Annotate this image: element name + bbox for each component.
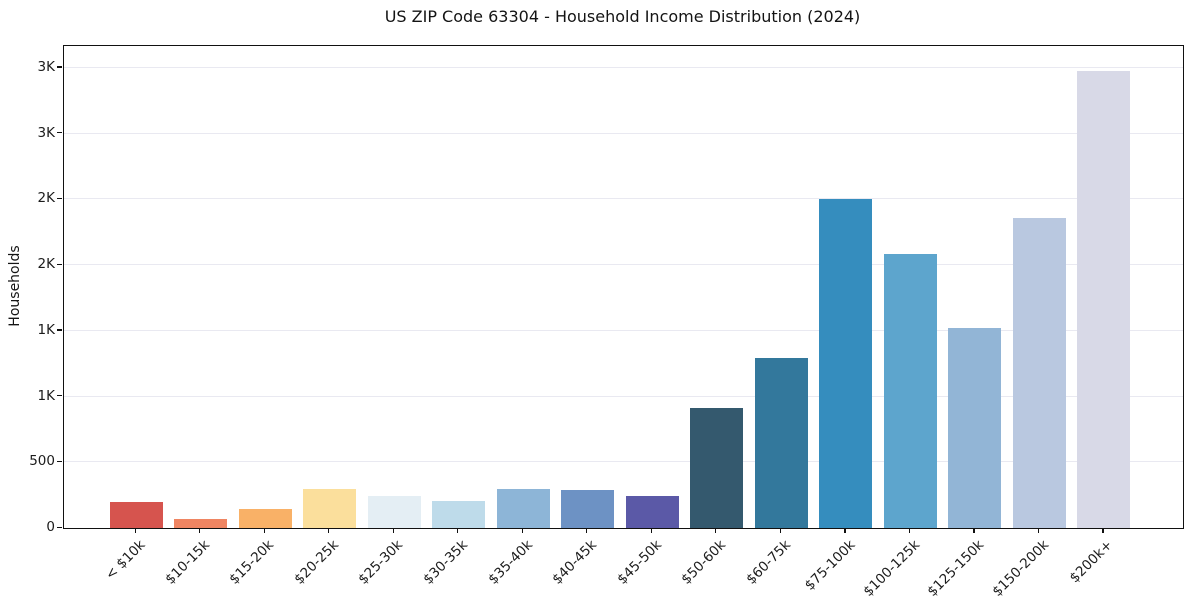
x-tick-label: $125-150k xyxy=(924,537,988,600)
x-tick-mark xyxy=(392,528,394,533)
y-tick-mark xyxy=(57,197,62,200)
y-tick-mark xyxy=(57,395,62,397)
bar-$20-25k xyxy=(303,489,357,528)
y-tick-mark xyxy=(57,132,62,134)
bar-$35-40k xyxy=(496,488,550,528)
y-tick-mark xyxy=(57,66,62,68)
x-tick-label: $40-45k xyxy=(549,537,601,588)
x-tick-mark xyxy=(715,528,717,533)
x-tick-label: $35-40k xyxy=(484,537,536,588)
x-tick-label: $150-200k xyxy=(988,537,1052,600)
gridline xyxy=(64,461,1183,463)
y-tick-label: 2K xyxy=(37,256,55,273)
bar-$200k+ xyxy=(1077,71,1131,528)
x-tick-mark xyxy=(1102,528,1104,533)
y-tick-label: 0 xyxy=(46,519,55,535)
bar-$40-45k xyxy=(561,489,615,528)
bar-$50-60k xyxy=(690,407,744,528)
x-tick-mark xyxy=(328,528,330,533)
x-tick-label: $20-25k xyxy=(291,537,342,588)
x-tick-mark xyxy=(844,528,846,533)
x-tick-mark xyxy=(263,528,265,533)
x-tick-label: $100-125k xyxy=(859,537,923,600)
y-tick-mark xyxy=(57,263,62,265)
x-tick-label: $30-35k xyxy=(420,537,471,588)
bar-$25-30k xyxy=(367,495,421,528)
y-tick-mark xyxy=(57,329,62,331)
y-tick-label: 3K xyxy=(37,58,55,75)
gridline xyxy=(64,198,1183,200)
x-tick-label: $200k+ xyxy=(1067,537,1117,587)
x-tick-mark xyxy=(457,528,459,533)
x-tick-mark xyxy=(521,528,523,533)
bar-$150-200k xyxy=(1012,218,1066,528)
chart-title: US ZIP Code 63304 - Household Income Dis… xyxy=(384,7,861,26)
plot-area xyxy=(63,45,1184,529)
y-tick-mark xyxy=(57,526,62,528)
y-tick-label: 2K xyxy=(37,190,55,207)
x-tick-label: $25-30k xyxy=(355,537,407,588)
gridline xyxy=(64,132,1183,134)
y-tick-label: 3K xyxy=(37,124,55,141)
x-tick-mark xyxy=(779,528,781,533)
x-tick-mark xyxy=(199,528,201,533)
y-tick-mark xyxy=(57,460,62,462)
x-tick-mark xyxy=(908,528,911,533)
x-tick-mark xyxy=(586,528,588,533)
x-tick-label: $50-60k xyxy=(678,537,730,588)
x-tick-label: < $10k xyxy=(102,537,149,584)
x-tick-mark xyxy=(1037,528,1040,533)
x-tick-label: $45-50k xyxy=(613,537,665,588)
bar-< $10k xyxy=(109,501,163,528)
bar-$75-100k xyxy=(819,198,873,528)
bar-$100-125k xyxy=(883,253,937,528)
gridline xyxy=(64,264,1183,266)
bar-$30-35k xyxy=(432,501,486,528)
x-tick-label: $10-15k xyxy=(162,537,213,588)
x-tick-label: $60-75k xyxy=(742,537,794,588)
bar-$10-15k xyxy=(174,518,228,528)
x-tick-label: $75-100k xyxy=(801,537,859,594)
y-tick-label: 500 xyxy=(29,453,55,470)
gridline xyxy=(64,66,1183,68)
bar-$60-75k xyxy=(754,358,808,528)
gridline xyxy=(64,395,1183,397)
x-tick-mark xyxy=(134,528,136,533)
bar-$125-150k xyxy=(948,328,1002,528)
y-tick-label: 1K xyxy=(37,387,55,404)
x-tick-label: $15-20k xyxy=(226,537,278,588)
bar-$15-20k xyxy=(238,508,292,528)
y-tick-label: 1K xyxy=(37,321,55,338)
x-tick-mark xyxy=(973,528,975,533)
x-tick-mark xyxy=(650,528,652,533)
gridline xyxy=(64,329,1183,331)
bar-$45-50k xyxy=(625,495,679,528)
